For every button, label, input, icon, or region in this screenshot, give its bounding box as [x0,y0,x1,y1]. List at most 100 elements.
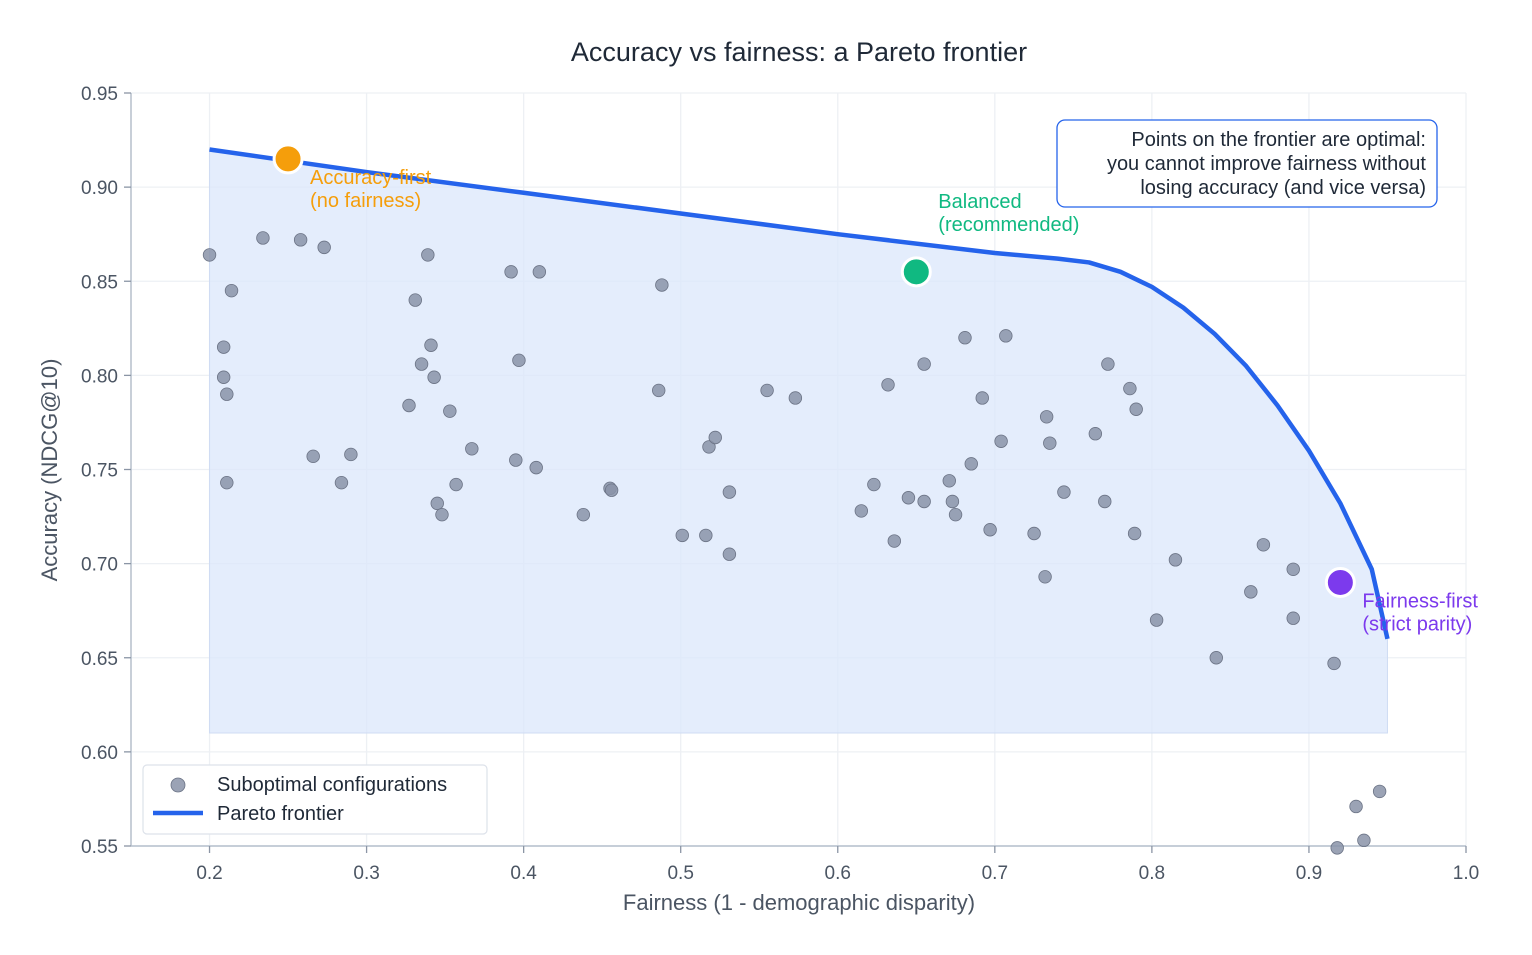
y-tick-label: 0.95 [81,84,118,105]
suboptimal-point [604,483,619,497]
suboptimal-points [202,231,1387,855]
suboptimal-point [867,477,881,492]
suboptimal-point [449,477,463,492]
legend-marker-suboptimal [170,777,186,793]
y-tick-label: 0.90 [81,178,118,199]
legend-label-suboptimal: Suboptimal configurations [217,774,447,796]
suboptimal-point [1256,538,1271,552]
plot-area: 0.2 0.3 0.4 0.5 0.6 0.7 0.8 0.9 1.0 0.55 0.60 0.65 0… [81,84,1479,884]
legend-label-frontier: Pareto frontier [217,803,344,825]
suboptimal-point [652,383,666,398]
suboptimal-point [435,507,449,522]
suboptimal-point [1357,833,1371,848]
note-line: Points on the frontier are optimal: [1131,129,1426,151]
suboptimal-point [854,504,869,518]
suboptimal-point [655,278,669,292]
suboptimal-point [722,485,737,499]
suboptimal-point [983,523,997,537]
suboptimal-point [958,331,972,345]
suboptimal-point [465,442,479,456]
balanced-label: Balanced [938,191,1021,213]
suboptimal-point [1088,427,1103,441]
suboptimal-point [220,387,234,401]
suboptimal-point [443,404,457,418]
x-axis-label: Fairness (1 - demographic disparity) [623,890,975,915]
suboptimal-point [1327,656,1341,671]
y-axis-label: Accuracy (NDCG@10) [37,359,62,582]
y-tick-label: 0.65 [81,649,118,670]
x-tick-label: 1.0 [1453,863,1479,884]
fairness-first-label: (strict parity) [1362,613,1472,635]
suboptimal-point [1123,381,1137,396]
suboptimal-point [427,370,441,384]
y-tick-label: 0.75 [81,461,118,482]
y-tick-label: 0.80 [81,366,118,387]
suboptimal-point [702,440,716,454]
suboptimal-point [675,528,689,543]
suboptimal-point [887,534,902,548]
suboptimal-point [699,528,713,543]
legend: Suboptimal configurations Pareto frontier [142,764,488,835]
y-tick-label: 0.70 [81,555,118,576]
note-box: Points on the frontier are optimal:you c… [1056,119,1438,208]
pareto-frontier-line [209,147,1390,640]
suboptimal-point [760,383,774,398]
suboptimal-point [216,340,231,354]
suboptimal-point [788,391,803,405]
suboptimal-point [1349,799,1363,814]
suboptimal-point [408,293,422,307]
suboptimal-point [504,265,518,279]
suboptimal-point [945,494,960,509]
note-line: you cannot improve fairness without [1107,153,1426,175]
suboptimal-point [1038,570,1052,584]
balanced-point [900,256,932,288]
suboptimal-point [1101,357,1115,371]
suboptimal-point [344,447,358,462]
suboptimal-point [532,265,547,279]
accuracy-first-point [272,143,304,175]
suboptimal-point [1244,585,1258,599]
suboptimal-point [1043,436,1057,450]
suboptimal-point [917,494,931,509]
suboptimal-point [994,434,1008,448]
suboptimal-point [306,449,320,464]
suboptimal-point [948,507,963,522]
suboptimal-point [999,329,1013,343]
suboptimal-point [317,240,331,255]
frontier-fill [209,148,1388,734]
suboptimal-point [1129,402,1143,416]
balanced-label: (recommended) [938,214,1079,236]
suboptimal-point [216,370,231,384]
suboptimal-point [1168,553,1183,567]
suboptimal-point [402,398,416,413]
suboptimal-point [414,357,429,371]
suboptimal-point [1209,651,1223,665]
suboptimal-point [202,248,217,262]
chart-title: Accuracy vs fairness: a Pareto frontier [571,37,1027,67]
suboptimal-point [881,378,895,392]
legend-frame [142,764,488,835]
suboptimal-point [220,475,234,490]
suboptimal-point [722,547,737,561]
suboptimal-point [1127,526,1142,541]
suboptimal-point [430,496,444,511]
suboptimal-point [512,353,526,368]
x-tick-label: 0.9 [1296,863,1322,884]
suboptimal-point [917,357,931,371]
x-tick-label: 0.4 [510,863,537,884]
suboptimal-point [576,507,591,522]
suboptimal-point [1039,410,1054,424]
suboptimal-point [1027,526,1041,541]
suboptimal-point [901,491,916,505]
suboptimal-point [1149,613,1164,627]
x-tick-label: 0.8 [1139,863,1165,884]
y-tick-label: 0.85 [81,272,118,293]
suboptimal-point [975,391,989,405]
fairness-first-label: Fairness-first [1362,590,1478,612]
suboptimal-point [334,475,349,490]
accuracy-first-label: (no fairness) [310,190,421,212]
suboptimal-point [224,283,239,298]
suboptimal-point [424,338,438,352]
x-tick-label: 0.2 [196,863,222,884]
